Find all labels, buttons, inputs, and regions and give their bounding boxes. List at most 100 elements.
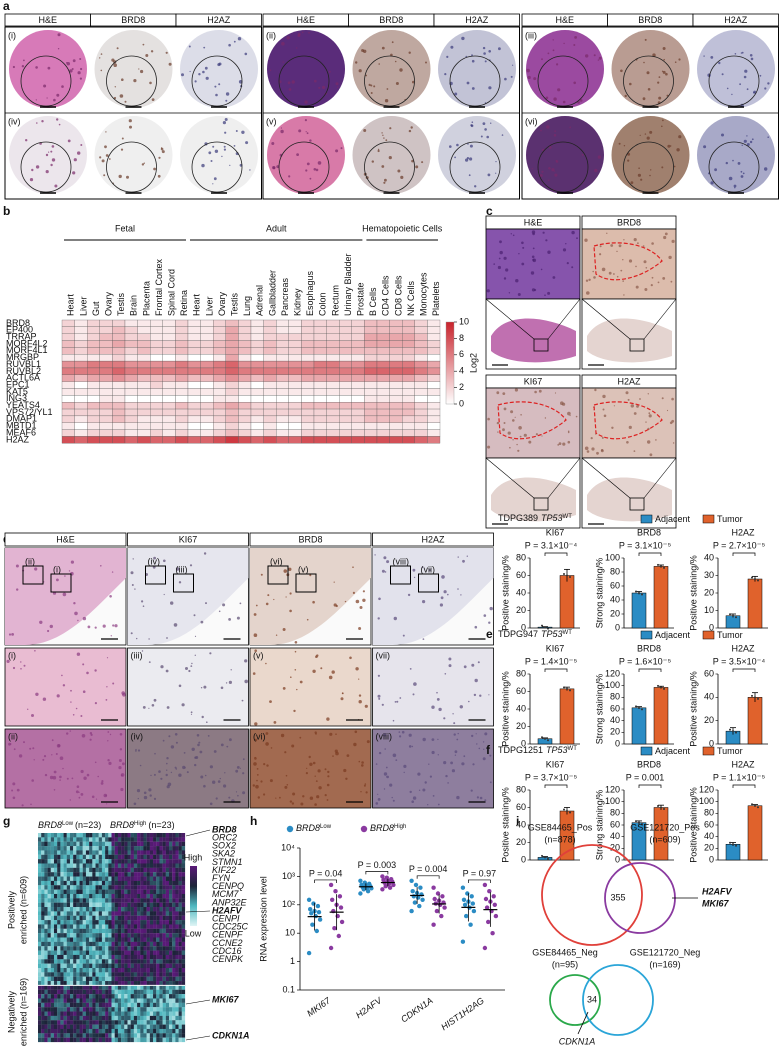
texture-dot bbox=[740, 175, 744, 178]
texture-dot bbox=[567, 440, 571, 444]
expression-cell bbox=[153, 1037, 157, 1043]
expression-cell bbox=[57, 915, 61, 921]
expression-cell bbox=[98, 1011, 103, 1016]
expression-cell bbox=[60, 941, 64, 947]
expression-cell bbox=[50, 1015, 55, 1021]
expression-cell bbox=[38, 863, 42, 868]
expression-cell bbox=[92, 911, 96, 916]
texture-dot bbox=[128, 119, 132, 123]
expression-cell bbox=[175, 972, 179, 977]
expression-cell bbox=[175, 981, 179, 986]
column-label: Gut bbox=[91, 301, 101, 316]
expression-cell bbox=[95, 924, 99, 929]
expression-cell bbox=[60, 972, 64, 977]
texture-dot bbox=[363, 784, 366, 787]
expression-cell bbox=[44, 933, 48, 938]
texture-dot bbox=[294, 650, 297, 653]
texture-dot bbox=[324, 794, 327, 797]
expression-cell bbox=[149, 989, 154, 995]
heat-cell bbox=[238, 326, 252, 334]
texture-dot bbox=[533, 77, 537, 81]
expression-cell bbox=[137, 937, 141, 942]
expression-cell bbox=[162, 846, 166, 851]
texture-dot bbox=[383, 788, 386, 790]
expression-cell bbox=[69, 1024, 74, 1030]
heat-cell bbox=[137, 360, 151, 369]
expression-cell bbox=[50, 902, 55, 908]
texture-dot bbox=[58, 123, 61, 126]
row-label: ING3 bbox=[6, 393, 27, 403]
expression-cell bbox=[156, 981, 160, 986]
expression-cell bbox=[41, 989, 45, 995]
texture-dot bbox=[497, 265, 501, 270]
heat-cell bbox=[326, 415, 340, 423]
expression-cell bbox=[156, 841, 160, 847]
expression-cell bbox=[159, 863, 163, 868]
tissue-image bbox=[372, 728, 494, 809]
expression-cell bbox=[47, 959, 51, 964]
expression-cell bbox=[114, 867, 118, 873]
expression-cell bbox=[117, 920, 122, 925]
texture-dot bbox=[252, 672, 256, 675]
replicate-dot bbox=[732, 730, 734, 733]
expression-cell bbox=[73, 989, 77, 995]
p-bracket bbox=[365, 871, 389, 875]
texture-dot bbox=[483, 614, 487, 617]
expression-cell bbox=[60, 933, 64, 938]
y-tick-label: 30 bbox=[704, 570, 714, 580]
heat-cell bbox=[112, 354, 126, 362]
heat-cell bbox=[351, 402, 365, 410]
expression-cell bbox=[85, 972, 90, 977]
expression-cell bbox=[117, 850, 122, 855]
texture-dot bbox=[212, 145, 215, 148]
expression-cell bbox=[121, 850, 125, 855]
texture-dot bbox=[594, 168, 598, 173]
expression-cell bbox=[159, 933, 163, 938]
zoom-line bbox=[581, 457, 631, 499]
expression-cell bbox=[175, 963, 179, 969]
texture-dot bbox=[597, 155, 602, 159]
heat-cell bbox=[250, 429, 264, 437]
texture-dot bbox=[662, 119, 664, 122]
legend-label: BRD8Low bbox=[296, 823, 332, 833]
heat-cell bbox=[364, 326, 378, 334]
replicate-dot bbox=[729, 728, 731, 731]
expression-cell bbox=[114, 920, 118, 925]
expression-cell bbox=[133, 954, 138, 960]
expression-cell bbox=[127, 985, 131, 990]
legend-label: Tumor bbox=[717, 630, 743, 640]
texture-dot bbox=[107, 740, 109, 742]
expression-cell bbox=[130, 841, 134, 847]
expression-cell bbox=[133, 915, 138, 921]
expression-cell bbox=[137, 924, 141, 929]
expression-cell bbox=[111, 872, 115, 877]
expression-cell bbox=[63, 920, 67, 925]
expression-cell bbox=[85, 863, 90, 868]
expression-cell bbox=[178, 972, 182, 977]
texture-dot bbox=[29, 178, 34, 182]
expression-cell bbox=[137, 859, 141, 864]
heat-cell bbox=[389, 354, 403, 362]
cohort-title-part: TP53 bbox=[541, 513, 563, 523]
expression-cell bbox=[76, 963, 80, 969]
expression-cell bbox=[153, 989, 157, 995]
texture-dot bbox=[554, 392, 557, 394]
heat-cell bbox=[112, 408, 126, 417]
heat-cell bbox=[339, 422, 352, 430]
expression-cell bbox=[53, 928, 58, 934]
texture-dot bbox=[482, 122, 486, 125]
p-bracket bbox=[732, 784, 756, 788]
texture-dot bbox=[42, 758, 45, 761]
expression-cell bbox=[98, 854, 103, 860]
column-label: NK Cells bbox=[406, 280, 416, 316]
expression-cell bbox=[178, 854, 182, 860]
expression-cell bbox=[108, 1020, 112, 1025]
heat-cell bbox=[339, 374, 352, 382]
heat-cell bbox=[414, 347, 428, 355]
expression-cell bbox=[38, 950, 42, 956]
texture-dot bbox=[603, 414, 607, 418]
expression-cell bbox=[66, 907, 71, 912]
expression-cell bbox=[153, 994, 157, 999]
texture-dot bbox=[67, 139, 71, 143]
heat-cell bbox=[414, 395, 428, 403]
